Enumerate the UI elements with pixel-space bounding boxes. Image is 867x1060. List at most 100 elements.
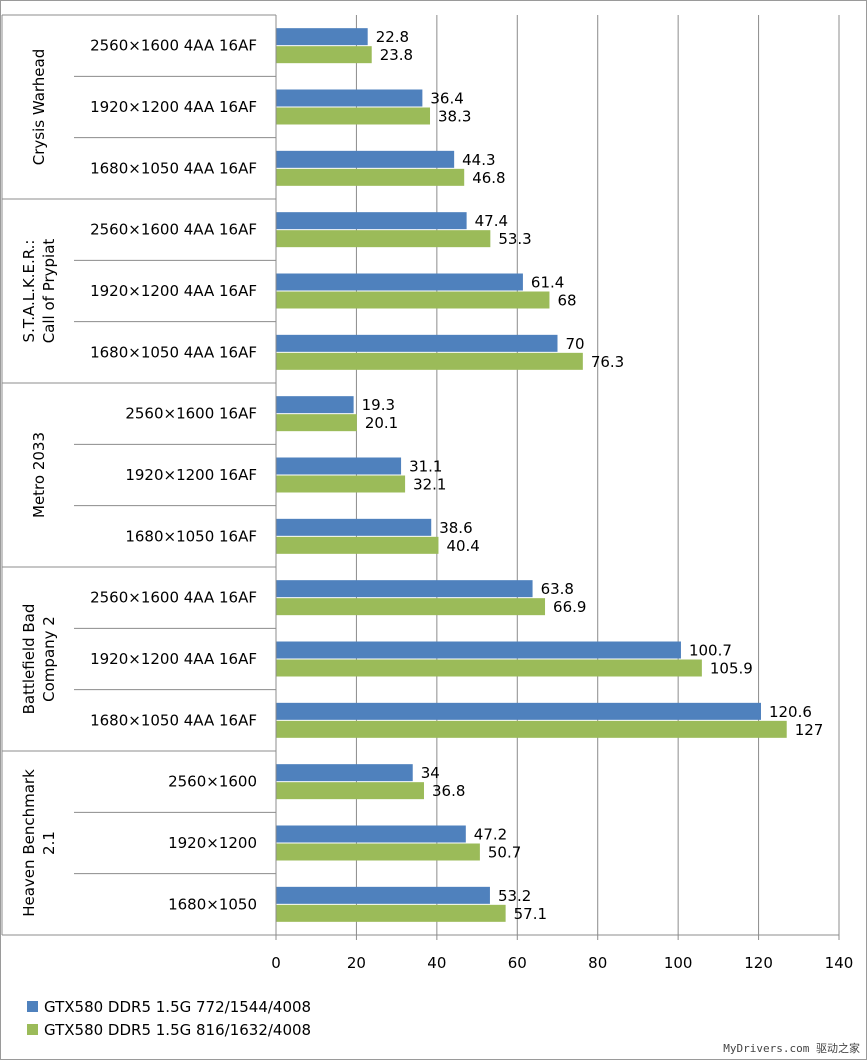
category-label: 1920×1200 16AF <box>125 466 257 484</box>
category-label: 1680×1050 4AA 16AF <box>90 159 257 177</box>
group-label: S.T.A.L.K.E.R.: <box>20 240 38 343</box>
bar-series-2 <box>276 598 546 616</box>
legend-swatch-series-1 <box>27 1001 38 1012</box>
group-label: Battlefield Bad <box>20 604 38 715</box>
x-tick-label: 60 <box>508 954 527 972</box>
x-tick-label: 20 <box>347 954 366 972</box>
data-label-series-2: 46.8 <box>472 169 505 187</box>
legend: GTX580 DDR5 1.5G 772/1544/4008 GTX580 DD… <box>27 995 311 1041</box>
bar-series-2 <box>276 352 583 370</box>
x-tick-label: 120 <box>744 954 773 972</box>
watermark: MyDrivers.com 驱动之家 <box>723 1042 860 1055</box>
bar-series-2 <box>276 782 424 800</box>
bar-series-1 <box>276 396 354 414</box>
data-label-series-1: 38.6 <box>439 519 472 537</box>
category-label: 2560×1600 4AA 16AF <box>90 589 257 607</box>
data-label-series-1: 47.4 <box>475 212 508 230</box>
data-label-series-2: 23.8 <box>380 46 413 64</box>
data-label-series-2: 105.9 <box>710 660 753 678</box>
data-label-series-2: 57.1 <box>514 905 547 923</box>
data-label-series-1: 100.7 <box>689 642 732 660</box>
bar-series-2 <box>276 843 480 861</box>
data-label-series-1: 34 <box>421 764 440 782</box>
legend-item-series-1: GTX580 DDR5 1.5G 772/1544/4008 <box>27 995 311 1018</box>
bar-series-2 <box>276 168 465 186</box>
x-tick-label: 80 <box>588 954 607 972</box>
bar-series-2 <box>276 475 406 493</box>
bar-series-1 <box>276 334 558 352</box>
bar-series-2 <box>276 659 702 677</box>
data-label-series-1: 36.4 <box>430 90 463 108</box>
legend-item-series-2: GTX580 DDR5 1.5G 816/1632/4008 <box>27 1018 311 1041</box>
bar-series-2 <box>276 414 357 432</box>
group-label: 2.1 <box>40 831 58 855</box>
category-label: 1680×1050 16AF <box>125 527 257 545</box>
data-label-series-2: 20.1 <box>365 414 398 432</box>
data-label-series-1: 70 <box>566 335 585 353</box>
bar-series-2 <box>276 904 506 922</box>
group-label: Call of Prypiat <box>40 239 58 344</box>
x-tick-label: 140 <box>825 954 854 972</box>
bar-series-2 <box>276 230 491 248</box>
category-label: 1920×1200 4AA 16AF <box>90 282 257 300</box>
group-label: Crysis Warhead <box>30 49 48 166</box>
bar-series-1 <box>276 518 432 536</box>
category-label: 1680×1050 4AA 16AF <box>90 711 257 729</box>
bar-series-1 <box>276 825 466 843</box>
x-tick-label: 100 <box>664 954 693 972</box>
bar-series-2 <box>276 46 372 64</box>
bar-series-1 <box>276 89 423 107</box>
data-label-series-2: 36.8 <box>432 782 465 800</box>
category-label: 1920×1200 4AA 16AF <box>90 98 257 116</box>
group-label: Heaven Benchmark <box>20 769 38 917</box>
category-label: 1680×1050 4AA 16AF <box>90 343 257 361</box>
bar-series-1 <box>276 702 761 720</box>
data-label-series-1: 19.3 <box>362 396 395 414</box>
data-label-series-2: 53.3 <box>498 230 531 248</box>
bar-series-1 <box>276 457 402 475</box>
legend-label-series-1: GTX580 DDR5 1.5G 772/1544/4008 <box>44 997 312 1016</box>
bar-series-1 <box>276 886 490 904</box>
data-label-series-2: 66.9 <box>553 598 586 616</box>
group-label: Company 2 <box>40 616 58 702</box>
group-label: Metro 2033 <box>30 432 48 518</box>
data-label-series-2: 127 <box>795 721 824 739</box>
legend-swatch-series-2 <box>27 1024 38 1035</box>
bar-series-2 <box>276 536 439 554</box>
x-tick-label: 0 <box>271 954 281 972</box>
data-label-series-2: 32.1 <box>413 476 446 494</box>
bar-series-1 <box>276 212 467 230</box>
category-label: 2560×1600 <box>168 773 257 791</box>
category-label: 1920×1200 4AA 16AF <box>90 650 257 668</box>
data-label-series-1: 63.8 <box>541 580 574 598</box>
bar-series-2 <box>276 720 787 738</box>
data-label-series-2: 38.3 <box>438 108 471 126</box>
data-label-series-2: 50.7 <box>488 844 521 862</box>
data-label-series-1: 44.3 <box>462 151 495 169</box>
data-label-series-1: 47.2 <box>474 826 507 844</box>
bar-series-2 <box>276 291 550 309</box>
data-label-series-2: 68 <box>557 292 576 310</box>
category-label: 2560×1600 16AF <box>125 405 257 423</box>
category-label: 2560×1600 4AA 16AF <box>90 37 257 55</box>
data-label-series-1: 61.4 <box>531 274 564 292</box>
data-label-series-1: 120.6 <box>769 703 812 721</box>
category-label: 2560×1600 4AA 16AF <box>90 221 257 239</box>
bar-series-1 <box>276 580 533 598</box>
data-label-series-2: 76.3 <box>591 353 624 371</box>
legend-label-series-2: GTX580 DDR5 1.5G 816/1632/4008 <box>44 1020 312 1039</box>
category-label: 1920×1200 <box>168 834 257 852</box>
bar-series-1 <box>276 150 455 168</box>
bar-series-1 <box>276 273 523 291</box>
bar-series-1 <box>276 764 413 782</box>
category-label: 1680×1050 <box>168 895 257 913</box>
data-label-series-2: 40.4 <box>446 537 479 555</box>
data-label-series-1: 31.1 <box>409 458 442 476</box>
bar-series-1 <box>276 28 368 46</box>
bar-series-2 <box>276 107 431 125</box>
x-tick-label: 40 <box>427 954 446 972</box>
data-label-series-1: 53.2 <box>498 887 531 905</box>
data-label-series-1: 22.8 <box>376 28 409 46</box>
